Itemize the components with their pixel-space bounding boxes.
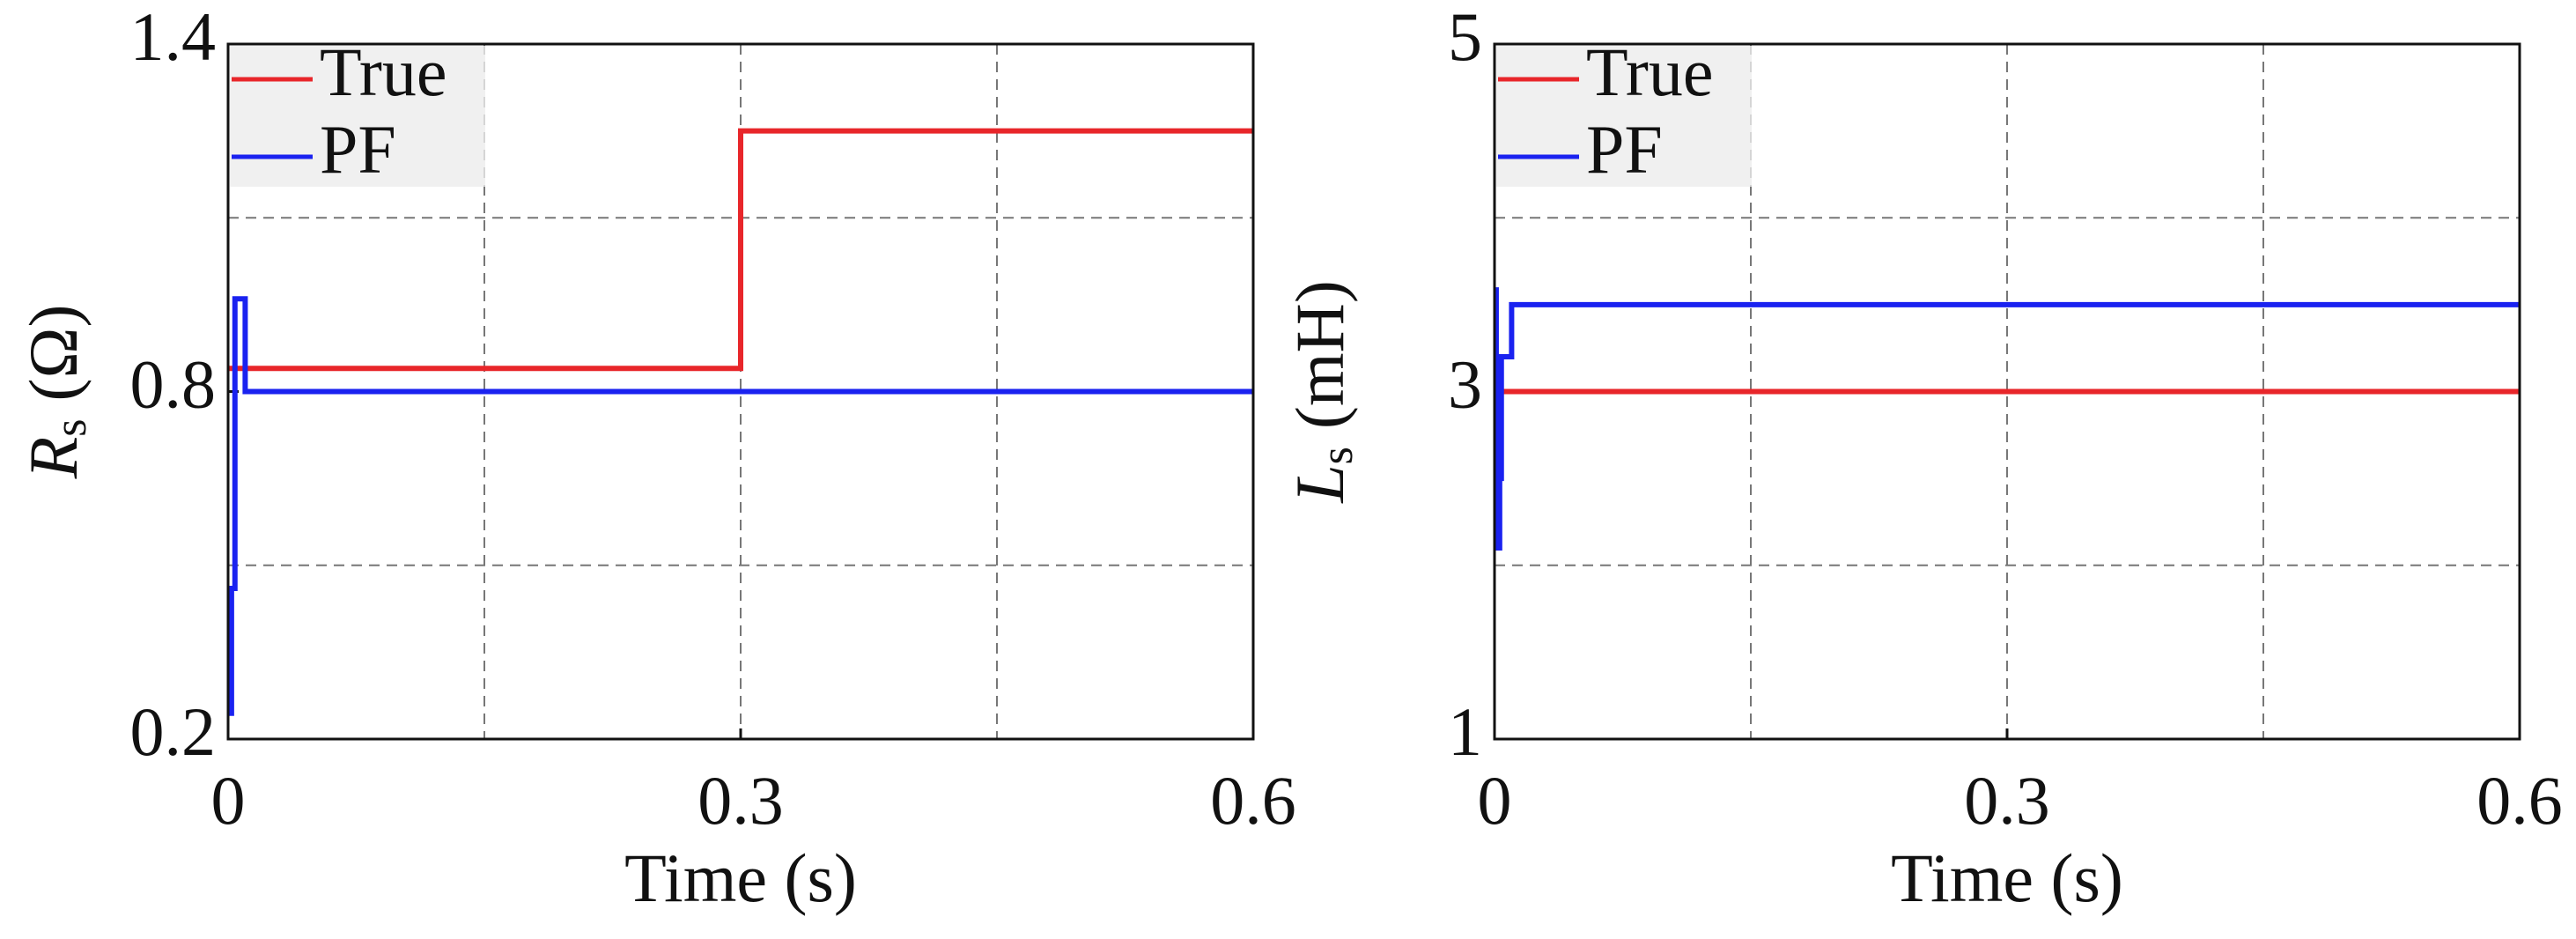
y-label-subscript: s bbox=[46, 419, 96, 437]
y-axis-label: Ls (mH) bbox=[1281, 280, 1362, 504]
x-axis-label: Time (s) bbox=[1891, 839, 2123, 916]
x-tick-label: 0.6 bbox=[2476, 762, 2563, 839]
y-label-symbol: L bbox=[1281, 464, 1358, 503]
plot-frame bbox=[1493, 42, 2521, 741]
y-label-unit: (Ω) bbox=[15, 305, 92, 402]
x-axis-label: Time (s) bbox=[624, 839, 857, 916]
y-tick-label: 3 bbox=[1448, 345, 1482, 422]
x-tick-label: 0.3 bbox=[1964, 762, 2050, 839]
y-label-subscript: s bbox=[1312, 447, 1362, 464]
legend-label: PF bbox=[320, 111, 396, 188]
y-tick-label: 1 bbox=[1448, 693, 1482, 770]
y-label-symbol: R bbox=[15, 437, 92, 480]
y-axis-label: Rs (Ω) bbox=[15, 305, 96, 480]
data-line bbox=[228, 128, 1253, 372]
legend-box bbox=[1496, 46, 1752, 187]
x-tick-label: 0.6 bbox=[1210, 762, 1296, 839]
data-line bbox=[1493, 287, 2520, 551]
data-line bbox=[228, 296, 1253, 716]
plot-frame bbox=[226, 42, 1255, 741]
legend-label: True bbox=[1586, 33, 1714, 110]
legend-label: PF bbox=[1586, 111, 1663, 188]
y-label-unit: (mH) bbox=[1281, 280, 1358, 429]
x-tick-label: 0.3 bbox=[698, 762, 784, 839]
x-tick-label: 0 bbox=[211, 762, 246, 839]
legend-box bbox=[230, 46, 485, 187]
y-tick-label: 0.8 bbox=[130, 345, 217, 422]
legend-label: True bbox=[320, 33, 447, 110]
y-tick-label: 5 bbox=[1448, 0, 1482, 75]
y-tick-label: 0.2 bbox=[130, 693, 217, 770]
x-tick-label: 0 bbox=[1478, 762, 1512, 839]
y-tick-label: 1.4 bbox=[130, 0, 217, 75]
